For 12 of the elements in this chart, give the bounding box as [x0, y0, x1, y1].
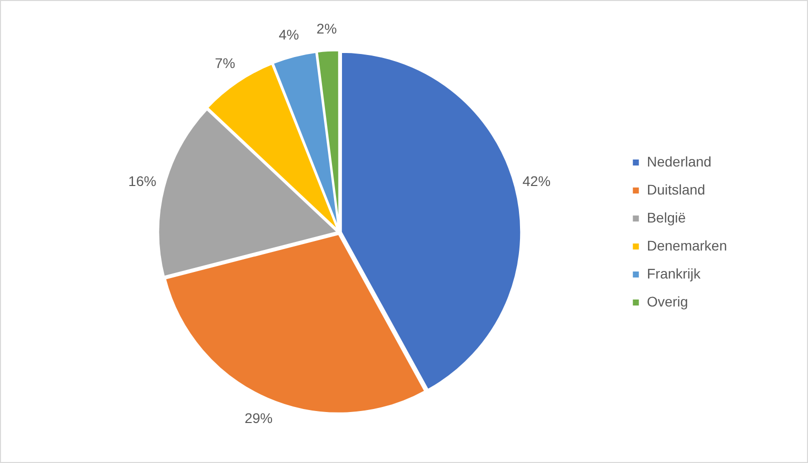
data-label: 2%	[316, 20, 337, 36]
legend-label: Frankrijk	[646, 265, 702, 282]
legend-label: Overig	[646, 293, 688, 310]
data-label: 29%	[244, 410, 273, 426]
legend-label: België	[646, 209, 686, 226]
data-label: 4%	[278, 26, 299, 42]
legend-label: Denemarken	[646, 237, 728, 254]
data-label: 16%	[128, 172, 156, 189]
data-label: 42%	[522, 172, 551, 189]
data-label: 7%	[214, 55, 236, 72]
legend-label: Nederland	[646, 153, 712, 170]
legend-label: Duitsland	[646, 181, 706, 198]
